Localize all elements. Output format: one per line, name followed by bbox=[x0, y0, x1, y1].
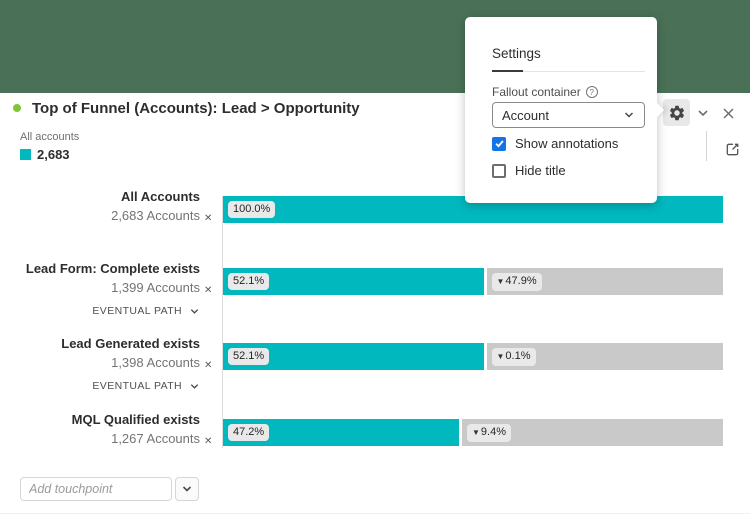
tab-divider bbox=[492, 70, 645, 72]
eventual-path-dropdown[interactable]: EVENTUAL PATH bbox=[0, 380, 200, 392]
fallout-badge: ▼47.9% bbox=[491, 272, 542, 291]
step-name: MQL Qualified exists bbox=[71, 412, 200, 427]
checkbox-box bbox=[492, 136, 506, 151]
chevron-down-icon bbox=[190, 383, 199, 389]
remove-step-button[interactable]: ✕ bbox=[204, 360, 213, 371]
fallout-bar[interactable]: ▼9.4% bbox=[462, 419, 723, 446]
open-visualization-button[interactable] bbox=[721, 138, 743, 160]
fallout-bar[interactable]: ▼0.1% bbox=[486, 343, 723, 370]
percent-badge: 47.2% bbox=[228, 424, 270, 441]
funnel-step: Lead Form: Complete exists 1,399 Account… bbox=[0, 261, 750, 317]
step-count: 1,399 Accounts bbox=[111, 280, 200, 295]
vertical-divider bbox=[706, 131, 707, 161]
checkbox-show-annotations[interactable]: Show annotations bbox=[492, 136, 618, 151]
step-name: Lead Form: Complete exists bbox=[25, 261, 200, 276]
fallout-arrow-icon: ▼ bbox=[496, 276, 505, 286]
add-touchpoint-dropdown-button[interactable] bbox=[175, 477, 199, 501]
step-count: 1,267 Accounts bbox=[111, 431, 200, 446]
page-title: Top of Funnel (Accounts): Lead > Opportu… bbox=[32, 100, 360, 117]
settings-popover: Settings Fallout container ? Account Sho… bbox=[465, 17, 665, 203]
remove-step-button[interactable]: ✕ bbox=[204, 213, 213, 224]
collapse-panel-button[interactable] bbox=[692, 102, 714, 124]
check-icon bbox=[494, 140, 504, 148]
fallout-container-select[interactable]: Account bbox=[492, 102, 645, 128]
settings-gear-button[interactable] bbox=[663, 99, 690, 126]
step-bar[interactable]: 47.2% bbox=[223, 419, 459, 446]
chevron-down-icon bbox=[182, 486, 192, 492]
remove-step-button[interactable]: ✕ bbox=[204, 285, 213, 296]
gear-icon bbox=[669, 105, 684, 120]
fallout-arrow-icon: ▼ bbox=[496, 351, 505, 361]
legend-value: 2,683 bbox=[37, 147, 70, 162]
remove-step-button[interactable]: ✕ bbox=[204, 436, 213, 447]
status-dot bbox=[13, 104, 21, 112]
open-in-new-icon bbox=[726, 143, 738, 155]
fallout-badge: ▼9.4% bbox=[467, 423, 511, 442]
help-icon[interactable]: ? bbox=[585, 86, 598, 98]
tab-underline bbox=[492, 70, 523, 72]
legend-item: 2,683 bbox=[20, 147, 70, 162]
close-panel-button[interactable] bbox=[717, 102, 739, 124]
chevron-down-icon bbox=[698, 110, 708, 117]
bottom-border bbox=[0, 513, 750, 514]
add-touchpoint bbox=[20, 477, 199, 501]
percent-badge: 100.0% bbox=[228, 201, 276, 218]
legend-swatch bbox=[20, 149, 31, 160]
step-name: All Accounts bbox=[121, 189, 200, 204]
fallout-container-label: Fallout container ? bbox=[492, 85, 598, 99]
step-bar[interactable]: 52.1% bbox=[223, 343, 484, 370]
step-count: 2,683 Accounts bbox=[111, 208, 200, 223]
funnel-step: MQL Qualified exists 1,267 Accounts ✕ 47… bbox=[0, 412, 750, 447]
checkbox-label: Show annotations bbox=[515, 136, 619, 151]
axis-line bbox=[222, 196, 223, 448]
close-icon bbox=[722, 107, 734, 119]
funnel-step: Lead Generated exists 1,398 Accounts EVE… bbox=[0, 336, 750, 392]
eventual-path-dropdown[interactable]: EVENTUAL PATH bbox=[0, 305, 200, 317]
add-touchpoint-input[interactable] bbox=[20, 477, 172, 501]
step-name: Lead Generated exists bbox=[61, 336, 200, 351]
checkbox-label: Hide title bbox=[515, 163, 566, 178]
step-count: 1,398 Accounts bbox=[111, 355, 200, 370]
popover-arrow bbox=[649, 102, 665, 118]
settings-tab[interactable]: Settings bbox=[492, 46, 541, 61]
checkbox-hide-title[interactable]: Hide title bbox=[492, 163, 566, 178]
chevron-down-icon bbox=[624, 112, 634, 118]
percent-badge: 52.1% bbox=[228, 348, 270, 365]
percent-badge: 52.1% bbox=[228, 273, 270, 290]
fallout-badge: ▼0.1% bbox=[491, 347, 536, 366]
select-value: Account bbox=[502, 107, 549, 123]
chevron-down-icon bbox=[190, 308, 199, 314]
fallout-bar[interactable]: ▼47.9% bbox=[486, 268, 723, 295]
checkbox-box bbox=[492, 163, 506, 178]
legend-label: All accounts bbox=[20, 131, 80, 143]
fallout-arrow-icon: ▼ bbox=[472, 427, 480, 437]
step-bar[interactable]: 52.1% bbox=[223, 268, 484, 295]
